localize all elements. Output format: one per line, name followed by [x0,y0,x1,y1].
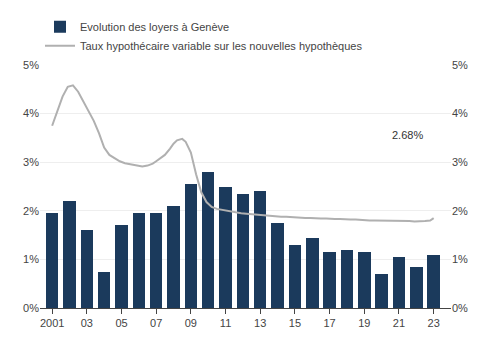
svg-text:23: 23 [428,317,440,329]
svg-text:07: 07 [150,317,162,329]
svg-text:0%: 0% [452,302,468,314]
svg-text:17: 17 [323,317,335,329]
svg-text:21: 21 [393,317,405,329]
svg-text:0%: 0% [23,302,39,314]
svg-text:11: 11 [220,317,231,329]
svg-text:2%: 2% [452,205,468,217]
svg-text:15: 15 [289,317,301,329]
svg-text:3%: 3% [23,156,39,168]
svg-text:4%: 4% [452,107,468,119]
svg-text:2.68%: 2.68% [392,129,423,141]
svg-text:03: 03 [81,317,93,329]
svg-text:19: 19 [358,317,370,329]
svg-text:1%: 1% [23,253,39,265]
svg-text:2001: 2001 [40,317,64,329]
svg-text:05: 05 [115,317,127,329]
svg-text:Evolution des loyers à Genève: Evolution des loyers à Genève [80,21,229,33]
svg-text:3%: 3% [452,156,468,168]
svg-text:5%: 5% [452,59,468,71]
svg-text:2%: 2% [23,205,39,217]
svg-text:Taux hypothécaire variable sur: Taux hypothécaire variable sur les nouve… [80,40,362,52]
svg-text:13: 13 [254,317,266,329]
svg-text:4%: 4% [23,107,39,119]
svg-text:5%: 5% [23,59,39,71]
svg-text:09: 09 [185,317,197,329]
svg-text:1%: 1% [452,253,468,265]
